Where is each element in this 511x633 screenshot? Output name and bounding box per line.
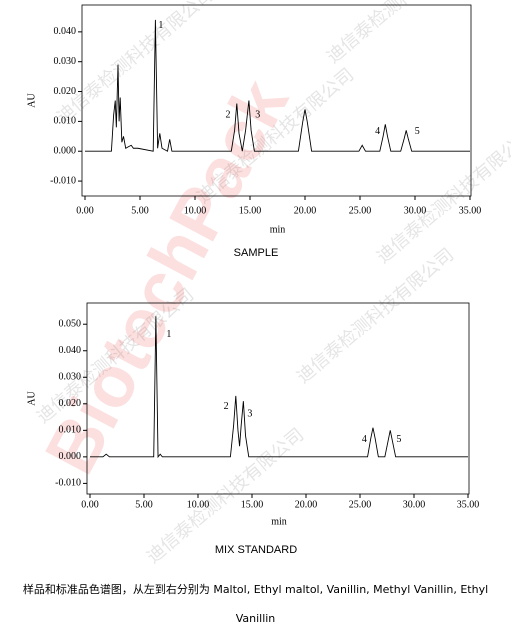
y-axis-label: AU	[26, 93, 37, 108]
y-tick-label: 0.050	[59, 319, 82, 330]
plot-frame	[81, 4, 472, 197]
watermark: 迪信泰检测科技有限公司	[293, 244, 458, 387]
x-tick-label: 15.00	[239, 205, 262, 216]
chromatogram-trace	[90, 316, 468, 459]
y-tick-label: 0.030	[59, 372, 82, 383]
x-axis-label: min	[270, 224, 286, 235]
y-tick-label: 0.010	[54, 116, 77, 127]
x-tick-label: 0.00	[76, 205, 94, 216]
x-tick-label: 25.00	[349, 205, 372, 216]
y-tick-label: 0.010	[59, 425, 82, 436]
y-tick-label: 0.000	[59, 451, 82, 462]
y-tick-label: 0.000	[54, 146, 77, 157]
logo-watermark: BiotechPack	[30, 66, 304, 486]
x-tick-label: 30.00	[403, 499, 426, 510]
caption: 样品和标准品色谱图，从左到右分别为 Maltol, Ethyl maltol, …	[22, 583, 489, 625]
x-tick-label: 0.00	[81, 499, 99, 510]
peak-label: 3	[255, 110, 260, 121]
y-tick-label: -0.010	[50, 175, 76, 186]
x-tick-label: 10.00	[184, 205, 207, 216]
peak-label: 4	[362, 434, 367, 445]
peak-label: 1	[166, 329, 171, 340]
peak-label: 4	[375, 126, 380, 137]
chart-title: SAMPLE	[234, 247, 279, 259]
y-tick-label: 0.040	[54, 26, 77, 37]
y-tick-label: -0.010	[55, 478, 81, 489]
x-tick-label: 10.00	[187, 499, 210, 510]
x-axis-label: min	[271, 516, 287, 527]
x-tick-label: 5.00	[131, 205, 149, 216]
x-tick-label: 25.00	[349, 499, 372, 510]
peak-label: 5	[396, 434, 401, 445]
peak-label: 2	[226, 110, 231, 121]
x-tick-label: 15.00	[241, 499, 264, 510]
peak-label: 5	[415, 126, 420, 137]
peak-label: 3	[247, 409, 252, 420]
chart-title: MIX STANDARD	[215, 544, 297, 556]
y-tick-label: 0.040	[59, 345, 82, 356]
y-tick-label: 0.020	[59, 398, 82, 409]
x-tick-label: 35.00	[459, 205, 482, 216]
y-tick-label: 0.020	[54, 86, 77, 97]
x-tick-label: 30.00	[404, 205, 427, 216]
x-tick-label: 35.00	[457, 499, 480, 510]
x-tick-label: 5.00	[135, 499, 153, 510]
peak-label: 2	[224, 401, 229, 412]
plot-frame	[86, 302, 470, 495]
watermark: 迪信泰检测科技有限公司	[53, 0, 218, 128]
peak-label: 1	[158, 20, 163, 31]
y-axis-label: AU	[26, 391, 37, 406]
x-tick-label: 20.00	[295, 499, 318, 510]
chromatogram-trace	[85, 19, 470, 152]
watermark: 迪信泰检测科技有限公司	[323, 0, 488, 68]
y-tick-label: 0.030	[54, 56, 77, 67]
x-tick-label: 20.00	[294, 205, 317, 216]
